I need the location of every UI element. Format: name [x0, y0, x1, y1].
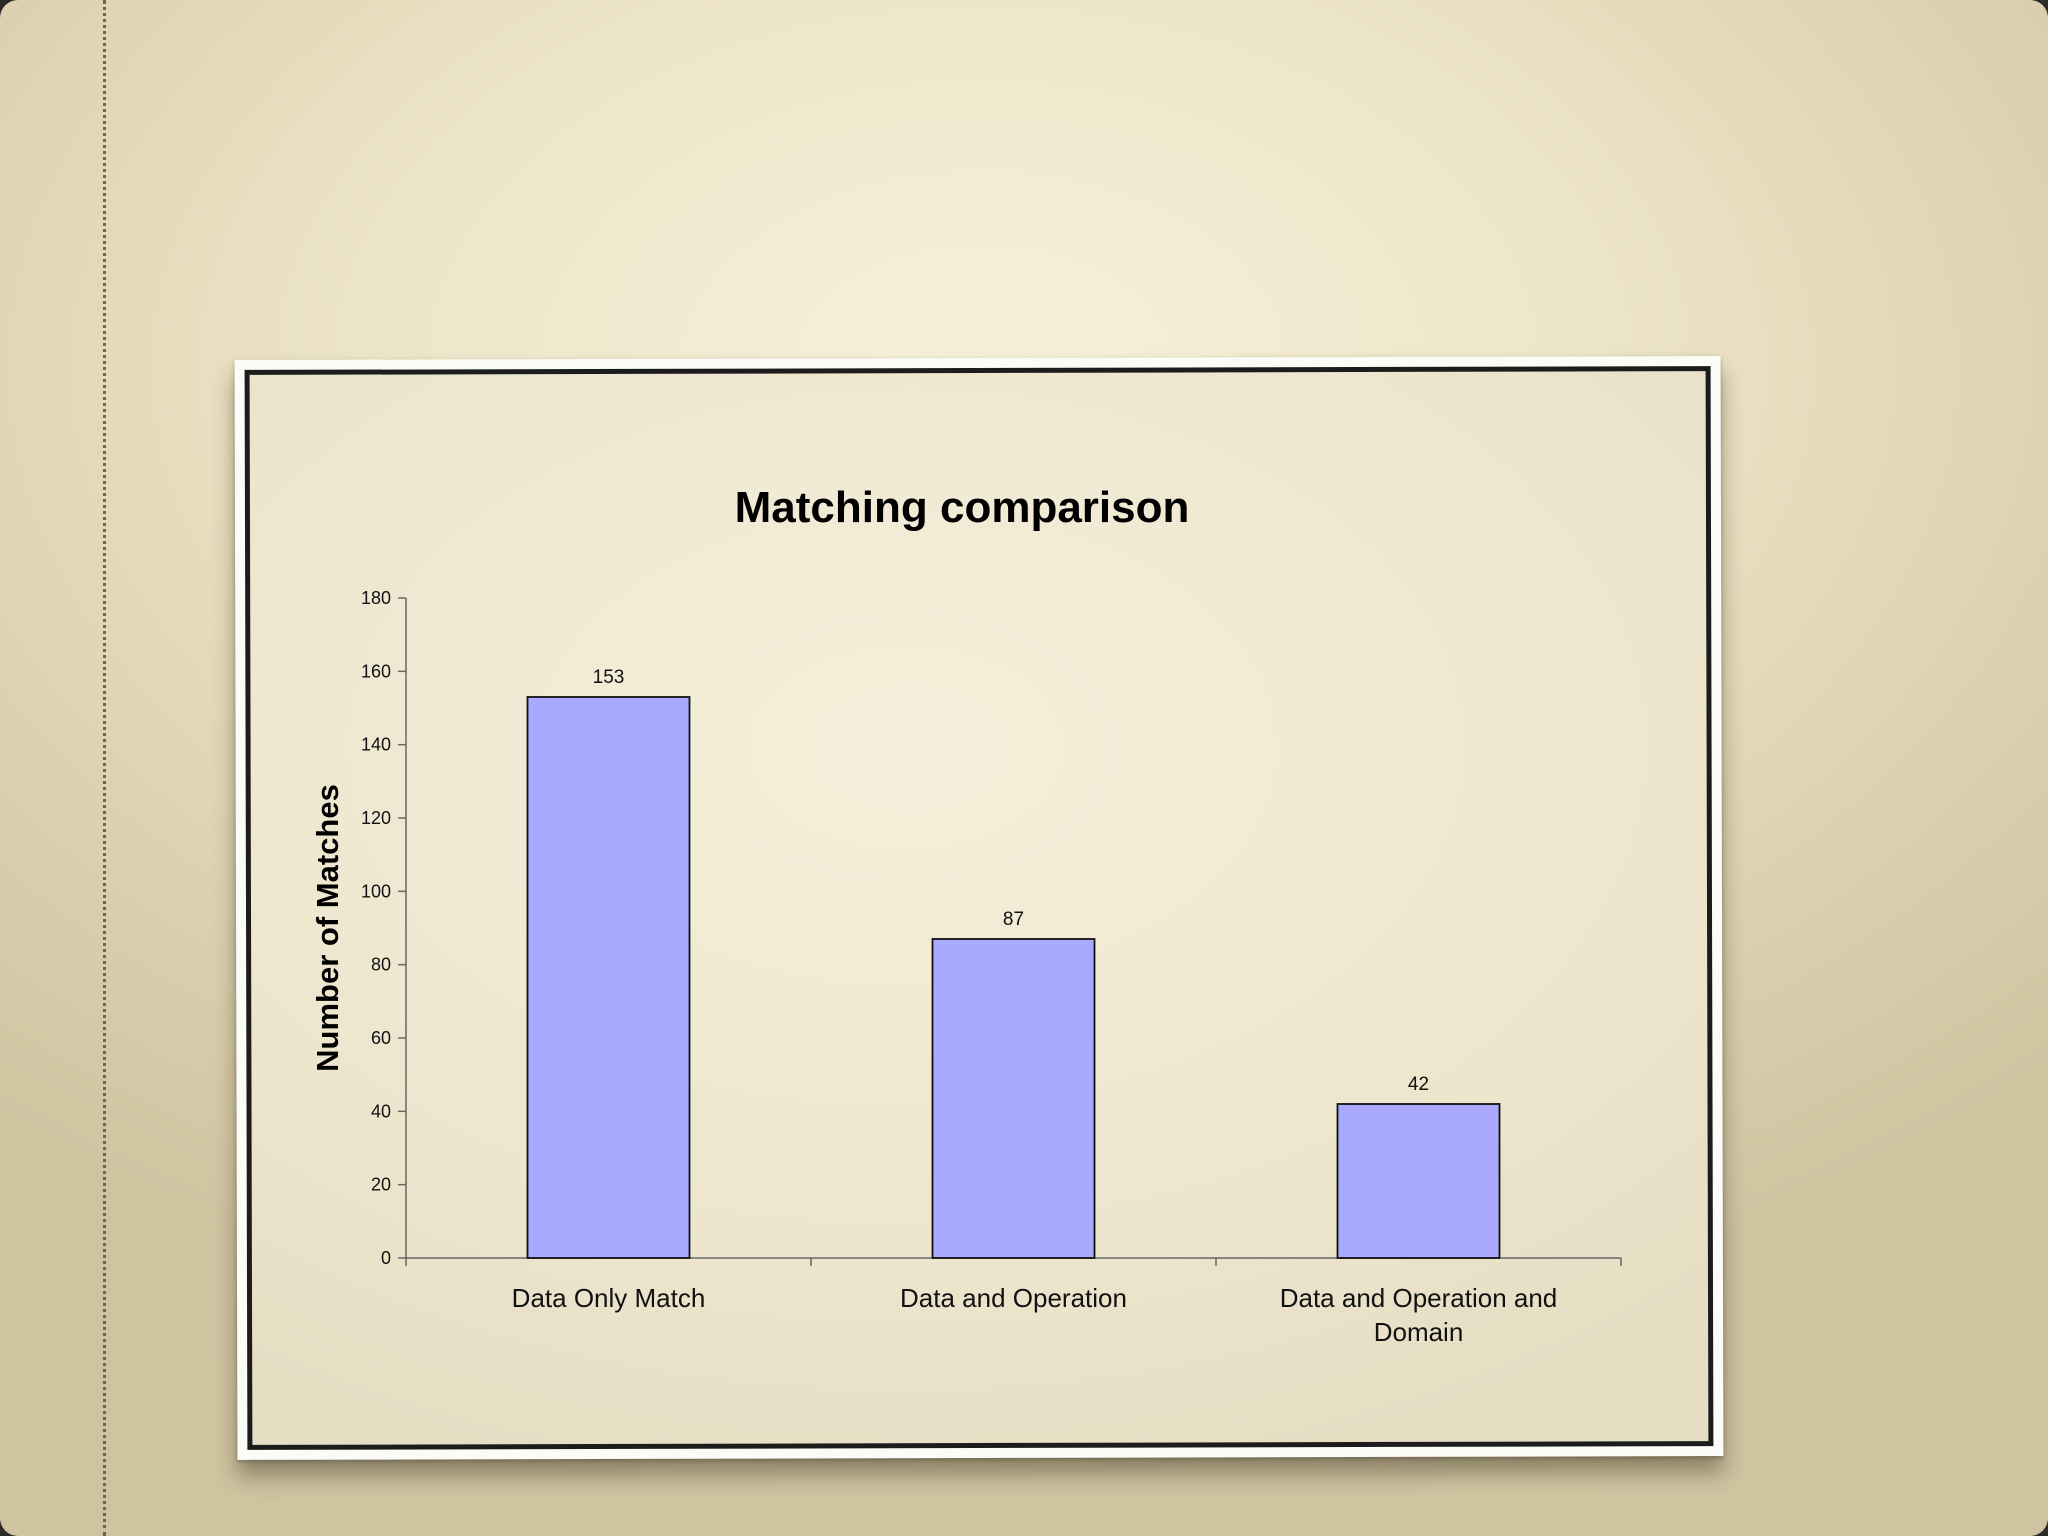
y-tick-label: 180: [361, 588, 391, 608]
binding-dotted-line: [103, 0, 106, 1536]
data-label: 153: [593, 667, 625, 688]
y-tick-label: 140: [361, 735, 391, 755]
y-tick-label: 160: [361, 661, 391, 681]
y-tick-label: 0: [381, 1248, 391, 1268]
bar: [1336, 1103, 1501, 1259]
bar: [931, 938, 1096, 1259]
data-label: 42: [1408, 1074, 1429, 1095]
y-axis-ticks: 0 20 40 60 80 100 120 140 160 180: [361, 588, 406, 1268]
bars: [526, 696, 1501, 1259]
y-tick-label: 120: [361, 808, 391, 828]
y-tick-label: 80: [371, 955, 391, 975]
x-axis-labels: Data Only Match Data and Operation Data an…: [512, 1283, 1558, 1347]
data-labels: 153 87 42: [593, 667, 1429, 1095]
x-tick-label: Data and Operation: [900, 1283, 1127, 1313]
y-tick-label: 40: [371, 1101, 391, 1121]
bar: [526, 696, 691, 1259]
x-tick-label: Data and Operation and: [1280, 1283, 1558, 1313]
data-label: 87: [1003, 909, 1024, 930]
y-tick-label: 100: [361, 881, 391, 901]
y-tick-label: 60: [371, 1028, 391, 1048]
x-tick-label: Data Only Match: [512, 1283, 706, 1313]
chart-title: Matching comparison: [735, 483, 1190, 532]
x-tick-label: Domain: [1374, 1317, 1464, 1347]
y-axis-title: Number of Matches: [310, 784, 345, 1072]
y-tick-label: 20: [371, 1175, 391, 1195]
